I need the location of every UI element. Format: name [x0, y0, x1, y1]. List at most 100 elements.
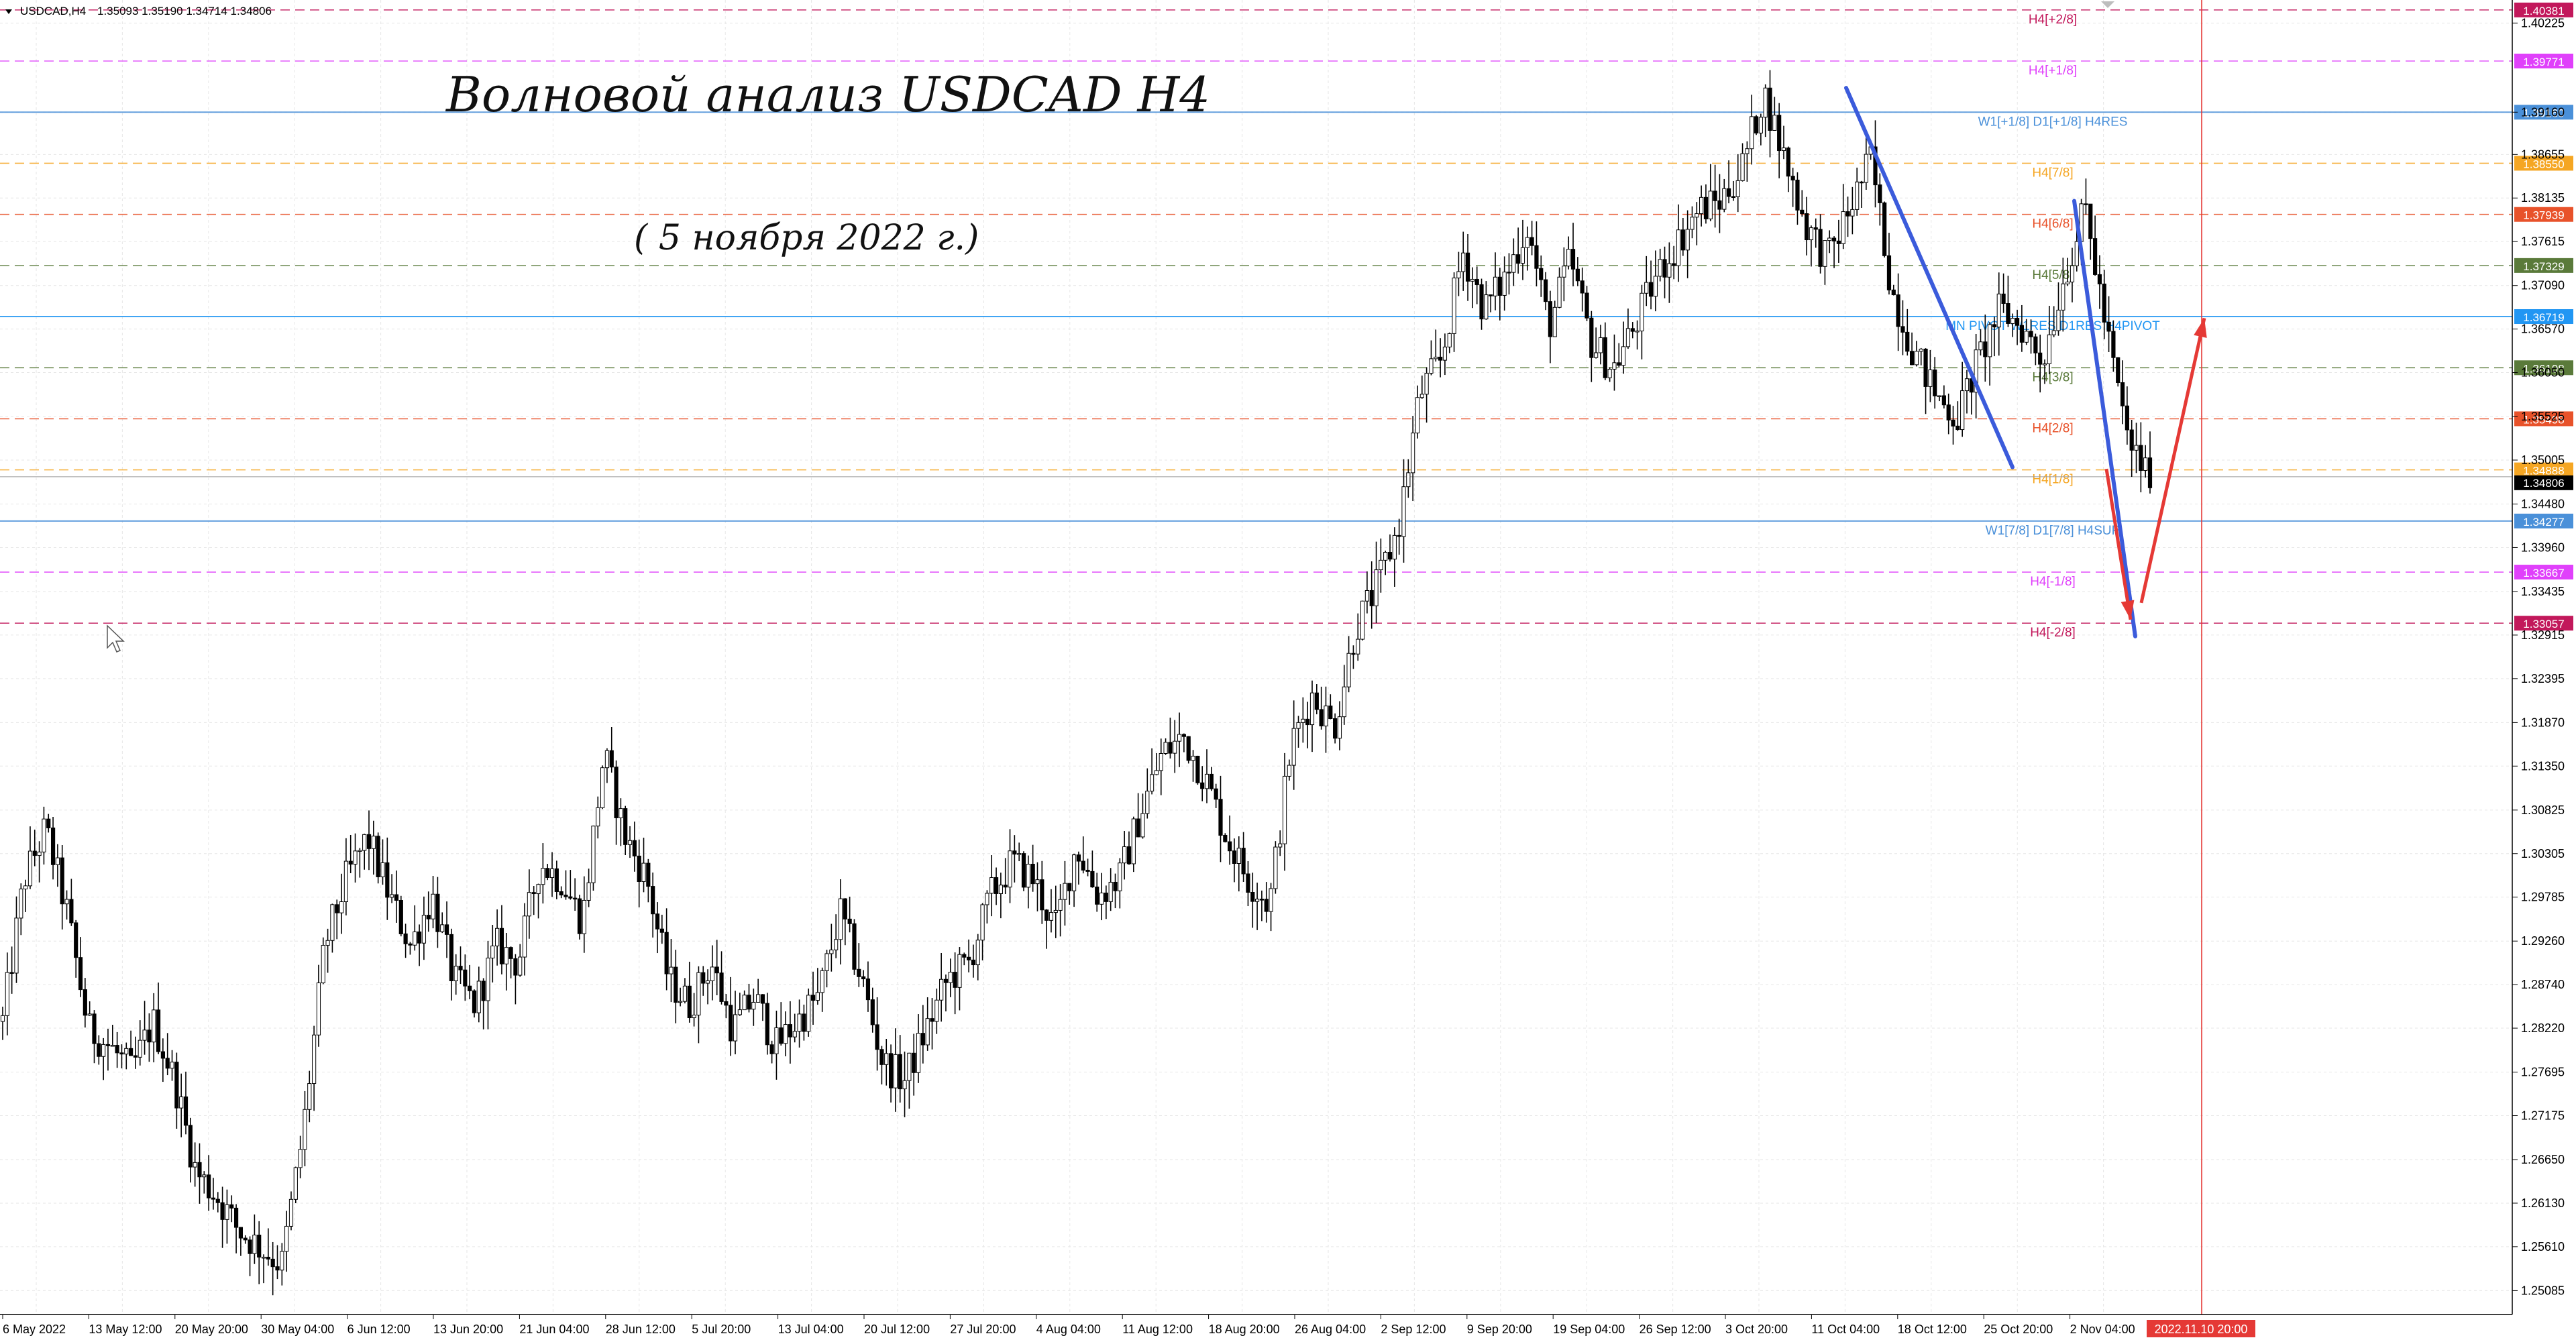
candle-body	[1360, 600, 1365, 640]
candle-body	[870, 999, 875, 1025]
candle-body	[1653, 276, 1658, 297]
candle-body	[659, 928, 664, 933]
candle-body	[674, 966, 678, 1003]
candle-body	[257, 1234, 262, 1257]
candle-body	[1191, 755, 1195, 761]
candle-body	[719, 972, 724, 1002]
candle-body	[925, 1018, 930, 1046]
candle-body	[2010, 318, 2015, 324]
candle-body	[2125, 405, 2129, 431]
candle-body	[468, 985, 472, 991]
candle-body	[202, 1174, 207, 1178]
candle-body	[998, 885, 1003, 894]
candle-body	[1625, 328, 1631, 347]
candle-body	[824, 953, 829, 971]
candle-body	[2056, 309, 2061, 331]
candle-body	[440, 924, 445, 932]
candle-body	[760, 994, 765, 1004]
current-price-tag-text: 1.34806	[2523, 477, 2564, 490]
candle-body	[1685, 229, 1690, 251]
y-tick-label: 1.26130	[2521, 1196, 2565, 1210]
candle-body	[1557, 276, 1562, 308]
collapse-triangle-icon[interactable]	[5, 9, 12, 14]
level-label: H4[1/8]	[2032, 473, 2073, 487]
candle-body	[1882, 202, 1887, 256]
candle-body	[2143, 457, 2148, 471]
level-price-tag-text: 1.33667	[2523, 567, 2564, 579]
candle-body	[78, 957, 83, 991]
candle-body	[582, 899, 586, 934]
candle-body	[2061, 283, 2065, 311]
candle-body	[1012, 850, 1017, 855]
x-tick-label: 27 Jul 20:00	[950, 1323, 1016, 1336]
candle-body	[1805, 213, 1809, 241]
candle-body	[797, 1013, 802, 1032]
candle-body	[714, 966, 719, 974]
candle-body	[810, 995, 816, 1001]
candle-body	[110, 1045, 115, 1047]
candle-body	[1305, 718, 1310, 726]
y-tick-label: 1.25085	[2521, 1284, 2565, 1297]
candle-body	[1731, 196, 1736, 198]
x-tick-label: 13 Jul 04:00	[778, 1323, 844, 1336]
candle-body	[806, 995, 811, 1032]
candle-body	[1740, 153, 1745, 181]
level-price-tag	[2514, 309, 2573, 325]
candle-body	[1644, 282, 1649, 294]
candle-body	[1356, 638, 1360, 655]
candle-body	[1996, 293, 2001, 328]
candle-body	[1988, 324, 1992, 357]
candle-body	[1241, 848, 1246, 875]
candle-body	[207, 1174, 211, 1198]
candle-body	[183, 1096, 189, 1126]
candle-body	[32, 850, 37, 856]
level-price-tag	[2514, 513, 2573, 528]
candle-body	[1324, 706, 1328, 726]
candle-body	[1886, 255, 1892, 290]
candle-body	[1722, 188, 1727, 210]
candle-body	[1827, 237, 1832, 241]
forecast-arrow-line	[2139, 317, 2206, 604]
candle-body	[975, 940, 980, 966]
forecast-arrow-head	[2121, 600, 2135, 620]
y-tick-label: 1.37090	[2521, 279, 2565, 292]
candle-body	[97, 1043, 101, 1057]
candle-body	[417, 931, 422, 944]
candle-body	[1520, 247, 1525, 264]
level-price-tag-text: 1.37329	[2523, 260, 2564, 273]
candle-body	[1484, 294, 1489, 320]
candle-body	[1071, 854, 1077, 891]
candle-body	[490, 945, 495, 958]
candle-body	[413, 931, 417, 946]
level-layer: H4[+2/8] H4[+1/8] W1[+1/8] D1[+1/8] H4RES H…	[0, 9, 2512, 640]
candle-body	[307, 1083, 312, 1110]
candle-body	[1342, 686, 1346, 718]
candle-body	[165, 1058, 170, 1069]
candle-body	[893, 1054, 898, 1088]
candle-body	[2139, 445, 2143, 471]
candle-body	[2084, 203, 2088, 205]
candle-body	[1223, 834, 1228, 842]
candle-body	[481, 981, 486, 1001]
level-label: H4[-1/8]	[2030, 575, 2076, 589]
candle-body	[1621, 346, 1626, 366]
candle-body	[2042, 364, 2047, 366]
candle-body	[1218, 799, 1223, 836]
candle-body	[701, 972, 706, 984]
candle-body	[1063, 883, 1067, 900]
candle-body	[288, 1198, 294, 1227]
y-tick-label: 1.34480	[2521, 498, 2565, 511]
scroll-marker-icon[interactable]	[2101, 1, 2114, 8]
candle-body	[1905, 331, 1910, 352]
level-label: H4[6/8]	[2032, 217, 2073, 231]
candle-body	[1150, 774, 1155, 792]
candle-body	[280, 1251, 284, 1271]
y-tick-label: 1.32915	[2521, 628, 2565, 642]
candle-body	[1763, 87, 1768, 118]
y-tick-label: 1.39160	[2521, 105, 2565, 119]
candle-body	[1081, 860, 1085, 871]
candle-body	[1630, 328, 1635, 332]
level-label: H4[7/8]	[2032, 166, 2073, 180]
